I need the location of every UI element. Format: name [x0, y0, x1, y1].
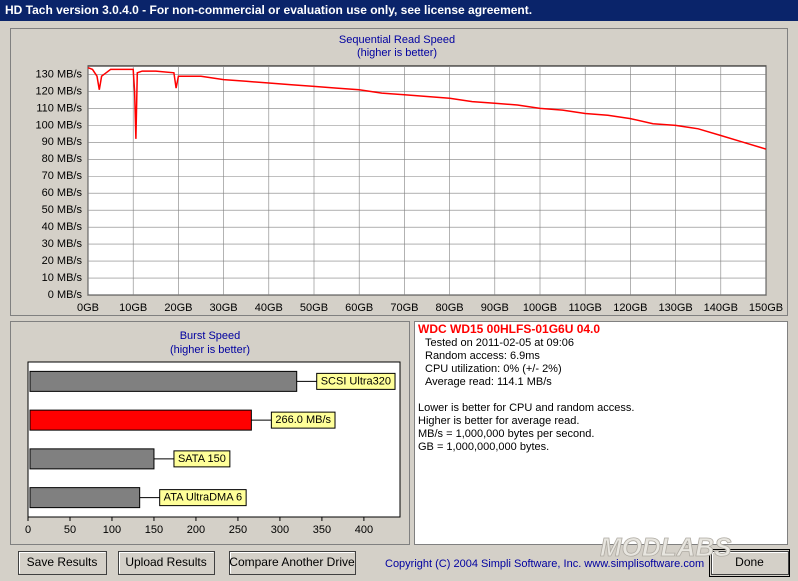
info-line: Random access: 6.9ms [425, 350, 540, 362]
button[interactable]: Compare Another Drive [229, 551, 356, 575]
read-line [87, 66, 767, 150]
button[interactable]: Done [709, 549, 790, 577]
x-tick-label: 150 [145, 524, 163, 536]
x-tick-label: 200 [187, 524, 205, 536]
info-line: Tested on 2011-02-05 at 09:06 [425, 337, 574, 349]
button-face[interactable] [118, 551, 215, 575]
button-highlight[interactable] [230, 552, 355, 574]
y-tick-label: 10 MB/s [42, 272, 83, 284]
info-panel [414, 321, 788, 545]
x-tick-label: 400 [355, 524, 373, 536]
burst-title: Burst Speed [180, 330, 241, 342]
bar-label: ATA UltraDMA 6 [164, 492, 242, 504]
x-tick-label: 60GB [345, 302, 373, 314]
drive-name: WDC WD15 00HLFS-01G6U 04.0 [418, 322, 600, 336]
x-tick-label: 100GB [523, 302, 557, 314]
button-label[interactable]: Compare Another Drive [229, 555, 355, 569]
bar [29, 370, 298, 392]
button-face[interactable] [229, 551, 356, 575]
button-highlight[interactable] [119, 552, 214, 574]
x-tick-label: 10GB [119, 302, 147, 314]
info-note: Higher is better for average read. [418, 415, 579, 427]
title-bar [0, 0, 798, 21]
x-tick-label: 0 [25, 524, 31, 536]
bar-label: SCSI Ultra320 [321, 375, 391, 387]
burst-subtitle: (higher is better) [170, 344, 250, 356]
window-title: HD Tach version 3.0.4.0 - For non-commer… [5, 3, 532, 17]
x-tick-label: 110GB [568, 302, 601, 314]
y-tick-label: 40 MB/s [42, 221, 83, 233]
info-line: CPU utilization: 0% (+/- 2%) [425, 363, 562, 375]
info-line: Average read: 114.1 MB/s [425, 376, 552, 388]
x-tick-label: 40GB [255, 302, 283, 314]
button-focus[interactable] [709, 549, 790, 577]
copyright: Copyright (C) 2004 Simpli Software, Inc.… [385, 558, 704, 570]
x-tick-label: 140GB [704, 302, 738, 314]
x-tick-label: 50 [64, 524, 76, 536]
y-tick-label: 110 MB/s [36, 102, 82, 114]
button-label[interactable]: Upload Results [125, 555, 206, 569]
x-tick-label: 80GB [436, 302, 464, 314]
x-tick-label: 90GB [481, 302, 509, 314]
button[interactable]: Upload Results [118, 551, 215, 575]
plot-area [87, 65, 767, 296]
bar-label: 266.0 MB/s [275, 414, 331, 426]
x-tick-label: 300 [271, 524, 289, 536]
y-tick-label: 100 MB/s [36, 119, 83, 131]
x-tick-label: 100 [103, 524, 121, 536]
x-tick-label: 130GB [658, 302, 692, 314]
button-highlight[interactable] [712, 552, 788, 574]
button-label[interactable]: Save Results [27, 555, 98, 569]
y-tick-label: 70 MB/s [42, 170, 83, 182]
x-tick-label: 30GB [210, 302, 238, 314]
bar-label: SATA 150 [178, 453, 226, 465]
x-tick-label: 70GB [390, 302, 418, 314]
x-tick-label: 250 [229, 524, 247, 536]
y-tick-label: 90 MB/s [42, 136, 83, 148]
info-note: MB/s = 1,000,000 bytes per second. [418, 428, 594, 440]
bar [29, 409, 252, 431]
bar [29, 448, 155, 470]
x-tick-label: 150GB [749, 302, 783, 314]
y-tick-label: 20 MB/s [42, 255, 83, 267]
x-tick-label: 50GB [300, 302, 328, 314]
y-tick-label: 80 MB/s [42, 153, 83, 165]
x-tick-label: 120GB [613, 302, 647, 314]
watermark: MODLABS [600, 532, 732, 562]
y-tick-label: 130 MB/s [36, 68, 83, 80]
y-tick-label: 60 MB/s [42, 187, 83, 199]
button-face[interactable] [711, 551, 789, 575]
buttons: Save Results Upload Results Compare Anothe… [18, 549, 790, 577]
x-tick-label: 350 [313, 524, 331, 536]
bar [29, 487, 141, 509]
button-highlight[interactable] [19, 552, 106, 574]
y-tick-label: 30 MB/s [42, 238, 83, 250]
button-label[interactable]: Done [735, 555, 764, 569]
button-face[interactable] [18, 551, 107, 575]
x-tick-label: 0GB [77, 302, 99, 314]
button[interactable]: Save Results [18, 551, 107, 575]
read-title: Sequential Read Speed [339, 34, 455, 46]
y-tick-label: 0 MB/s [48, 289, 83, 301]
read-subtitle: (higher is better) [357, 47, 437, 59]
y-tick-label: 50 MB/s [42, 204, 83, 216]
x-tick-label: 20GB [164, 302, 192, 314]
info-note: Lower is better for CPU and random acces… [418, 402, 634, 414]
y-tick-label: 120 MB/s [36, 85, 83, 97]
info-note: GB = 1,000,000,000 bytes. [418, 441, 549, 453]
